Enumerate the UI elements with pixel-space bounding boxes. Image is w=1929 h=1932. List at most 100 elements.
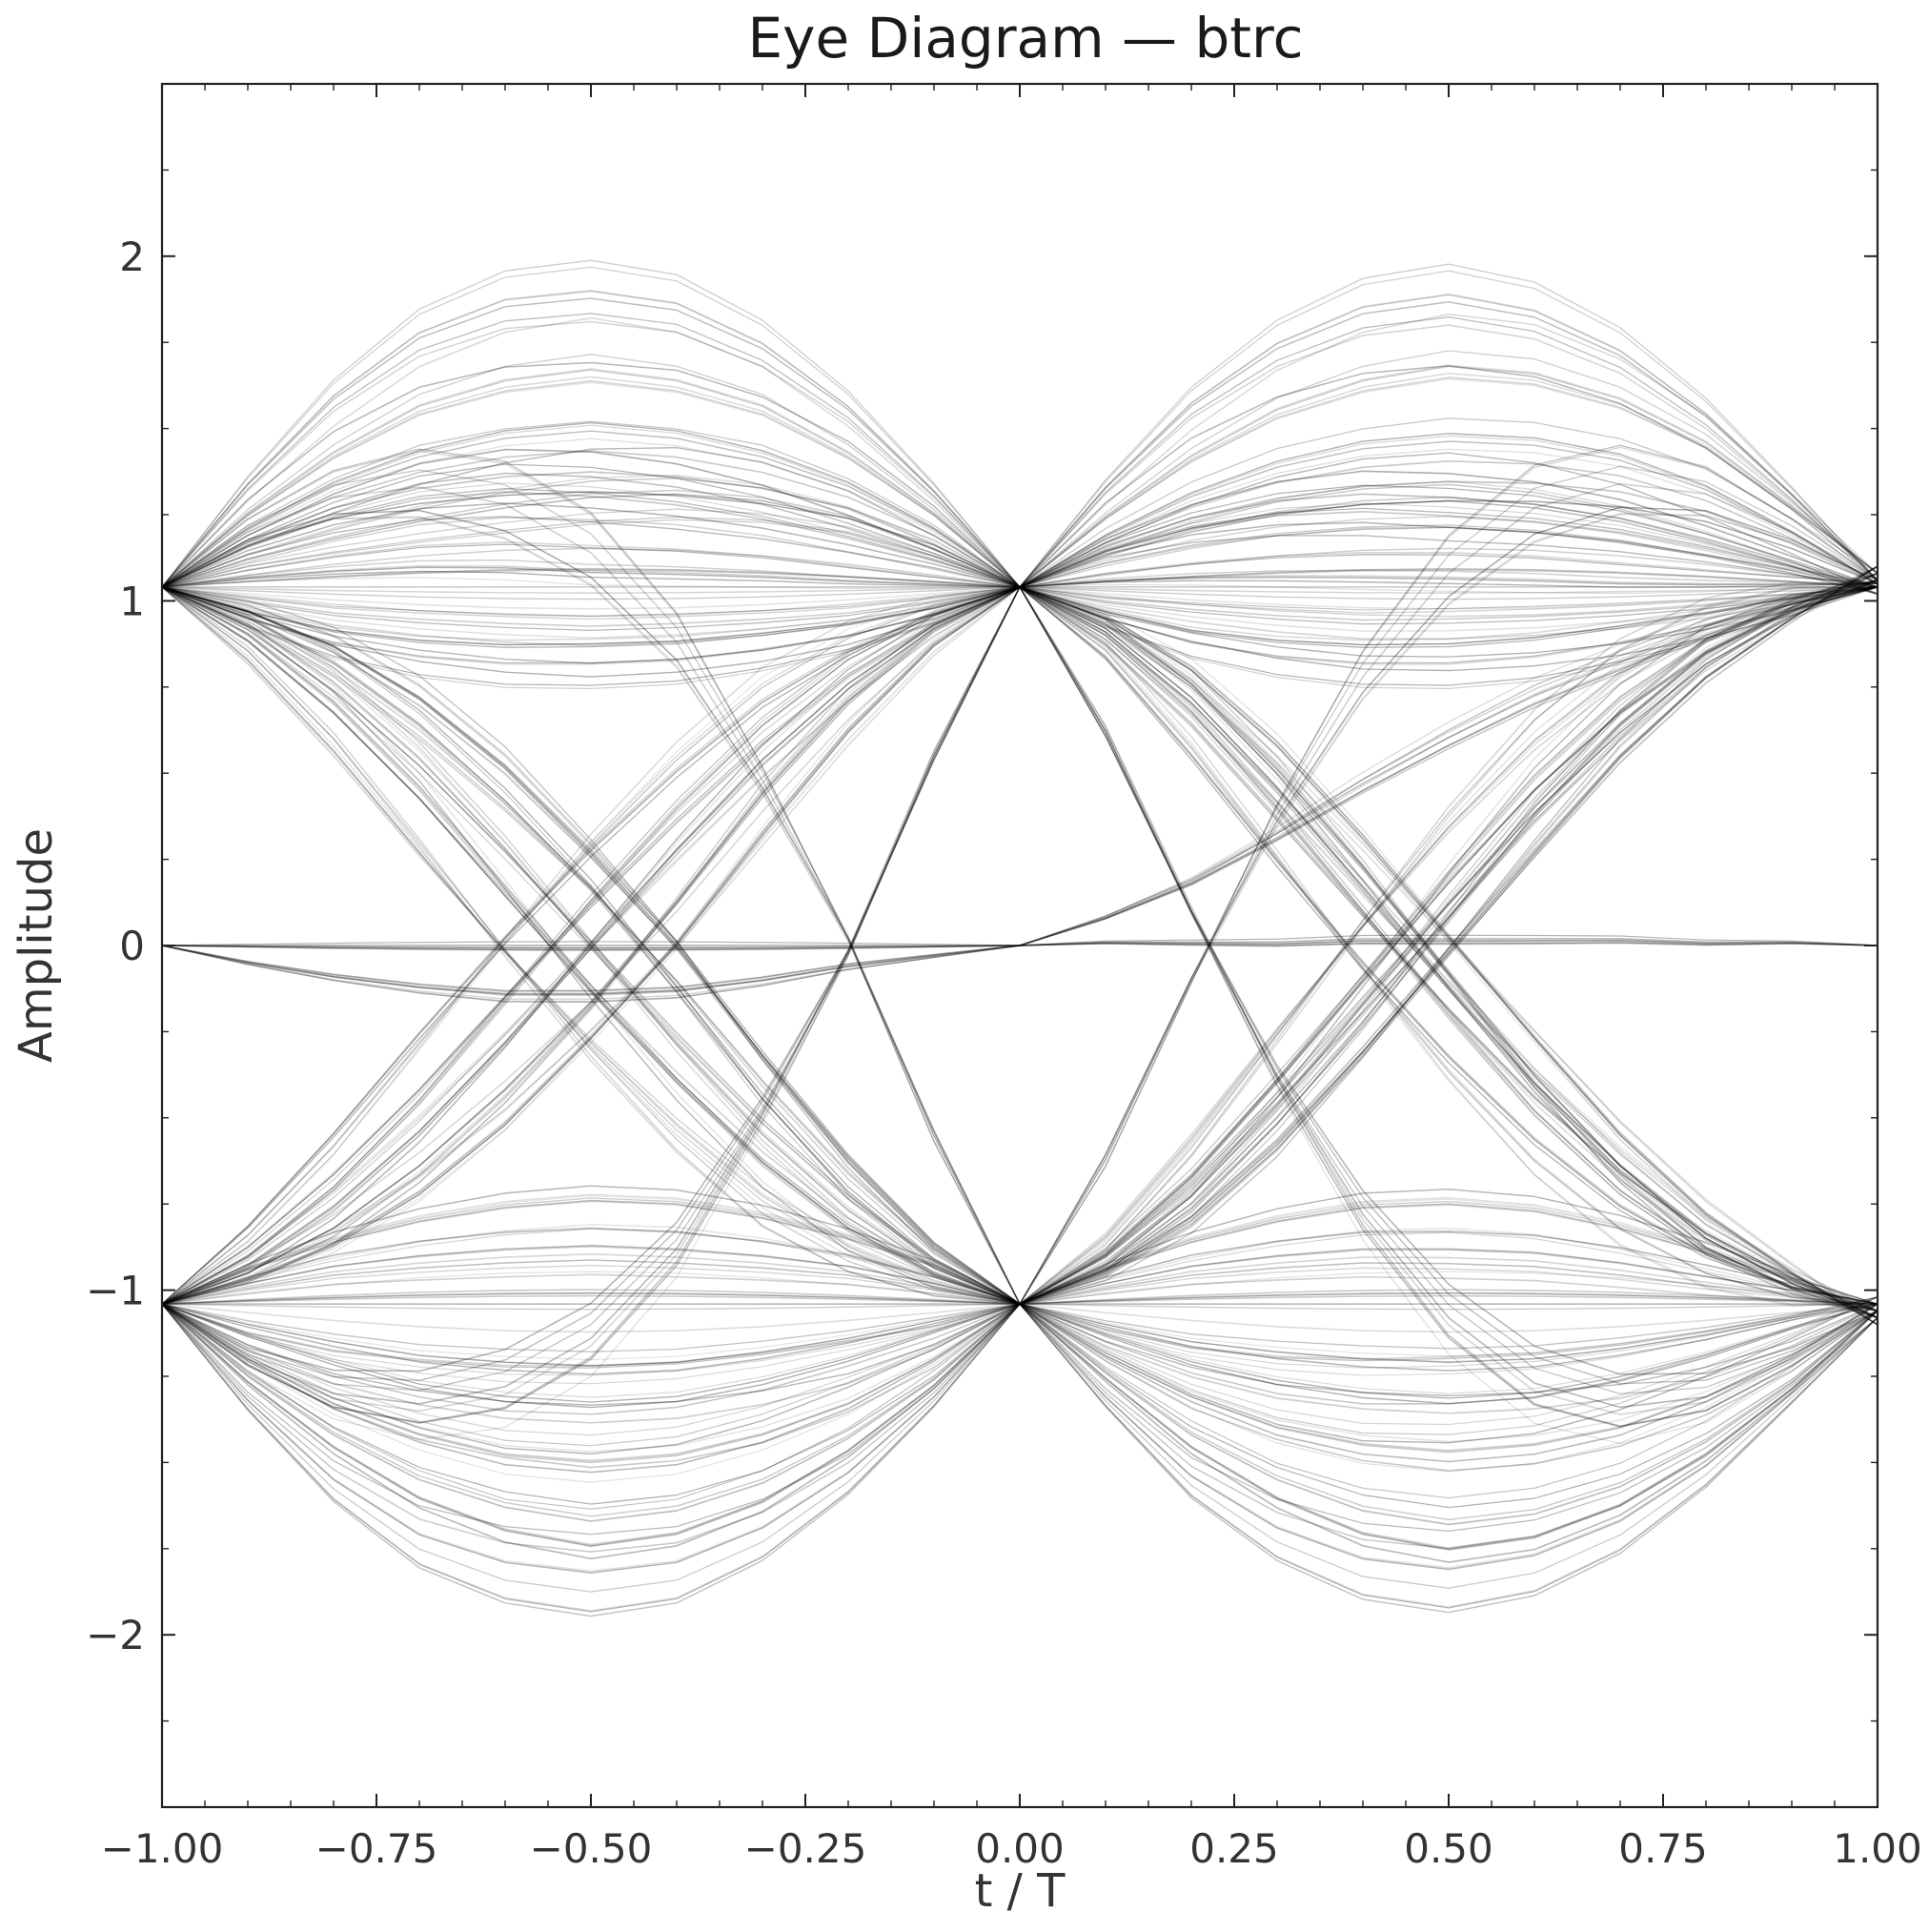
- eye-trace: [161, 579, 1878, 1305]
- eye-trace: [161, 572, 1878, 1305]
- eye-trace: [161, 564, 1878, 588]
- eye-trace: [161, 580, 1878, 690]
- x-tick-label: 0.75: [1618, 1825, 1708, 1872]
- eye-trace: [161, 1289, 1878, 1305]
- eye-trace: [161, 565, 1878, 1305]
- eye-trace: [161, 1185, 1878, 1319]
- eye-trace: [161, 580, 1878, 686]
- eye-trace: [161, 541, 1878, 588]
- eye-trace: [161, 586, 1878, 600]
- eye-trace: [161, 566, 1878, 588]
- eye-trace: [161, 364, 1878, 588]
- eye-trace: [161, 586, 1878, 639]
- eye-trace: [161, 586, 1878, 1305]
- eye-trace: [161, 448, 1878, 588]
- eye-trace: [161, 572, 1878, 1305]
- eye-trace: [161, 586, 1878, 1312]
- eye-trace: [161, 586, 1878, 1326]
- eye-trace: [161, 942, 1878, 951]
- eye-trace: [161, 491, 1878, 588]
- eye-trace: [161, 502, 1878, 588]
- eye-trace: [161, 1273, 1878, 1312]
- eye-trace: [161, 506, 1878, 1305]
- eye-trace: [161, 547, 1878, 588]
- eye-trace: [161, 577, 1878, 595]
- eye-trace: [161, 565, 1878, 1305]
- eye-trace: [161, 586, 1878, 1385]
- eye-trace: [161, 586, 1878, 1312]
- eye-trace: [161, 313, 1878, 588]
- eye-trace: [161, 586, 1878, 1305]
- eye-trace: [161, 1228, 1878, 1319]
- eye-trace: [161, 1303, 1878, 1398]
- eye-trace: [161, 586, 1878, 1305]
- eye-trace: [161, 586, 1878, 1305]
- eye-trace: [161, 516, 1878, 595]
- eye-trace: [161, 586, 1878, 1305]
- eye-trace: [161, 266, 1878, 588]
- eye-trace: [161, 586, 1878, 1415]
- eye-trace: [161, 543, 1878, 588]
- eye-trace: [161, 586, 1878, 1305]
- eye-trace: [161, 430, 1878, 588]
- eye-trace: [161, 491, 1878, 588]
- eye-trace: [161, 581, 1878, 1305]
- eye-trace: [161, 586, 1878, 1305]
- eye-trace: [161, 579, 1878, 1305]
- eye-trace: [161, 586, 1878, 1326]
- eye-trace: [161, 1303, 1878, 1535]
- eye-trace: [161, 1303, 1878, 1563]
- chart-title: Eye Diagram — btrc: [747, 6, 1303, 71]
- eye-trace: [161, 586, 1878, 1319]
- eye-trace: [161, 586, 1878, 996]
- eye-trace: [161, 565, 1878, 1305]
- eye-trace: [161, 1228, 1878, 1312]
- eye-trace: [161, 572, 1878, 1305]
- eye-trace: [161, 565, 1878, 1305]
- eye-trace: [161, 572, 1878, 1305]
- plot-frame: [160, 82, 1879, 1809]
- eye-trace: [161, 474, 1878, 595]
- eye-trace: [161, 1303, 1878, 1612]
- eye-trace: [161, 1227, 1878, 1312]
- eye-trace: [161, 417, 1878, 588]
- eye-trace: [161, 586, 1878, 1319]
- eye-trace: [161, 559, 1878, 588]
- eye-trace: [161, 572, 1878, 1305]
- eye-trace: [161, 1303, 1878, 1509]
- eye-trace: [161, 1303, 1878, 1551]
- eye-trace: [161, 586, 1878, 997]
- eye-trace: [161, 579, 1878, 1305]
- y-tick-label: −2: [86, 1612, 145, 1658]
- eye-trace: [161, 1303, 1878, 1453]
- eye-trace: [161, 1292, 1878, 1305]
- eye-trace: [161, 572, 1878, 1305]
- eye-trace: [161, 1252, 1878, 1312]
- eye-trace: [161, 450, 1878, 588]
- eye-trace: [161, 586, 1878, 1312]
- eye-trace: [161, 586, 1878, 1305]
- eye-trace: [161, 513, 1878, 1305]
- eye-trace: [161, 942, 1878, 951]
- eye-trace: [161, 580, 1878, 664]
- eye-trace: [161, 1194, 1878, 1319]
- eye-trace: [161, 1303, 1878, 1375]
- eye-trace: [161, 517, 1878, 588]
- eye-trace: [161, 586, 1878, 618]
- eye-trace: [161, 259, 1878, 588]
- eye-trace: [161, 1271, 1878, 1305]
- eye-trace: [161, 934, 1878, 946]
- eye-trace: [161, 1245, 1878, 1312]
- eye-trace: [161, 516, 1878, 588]
- eye-trace: [161, 519, 1878, 595]
- y-tick-label: 0: [119, 923, 145, 969]
- y-tick-labels: −2 −1 0 1 2: [86, 234, 145, 1658]
- eye-trace: [161, 586, 1878, 1305]
- eye-trace: [161, 1303, 1878, 1613]
- eye-trace: [161, 570, 1878, 588]
- eye-trace: [161, 1303, 1878, 1521]
- eye-trace: [161, 1303, 1878, 1574]
- eye-trace: [161, 586, 1878, 1305]
- eye-trace: [161, 1303, 1878, 1551]
